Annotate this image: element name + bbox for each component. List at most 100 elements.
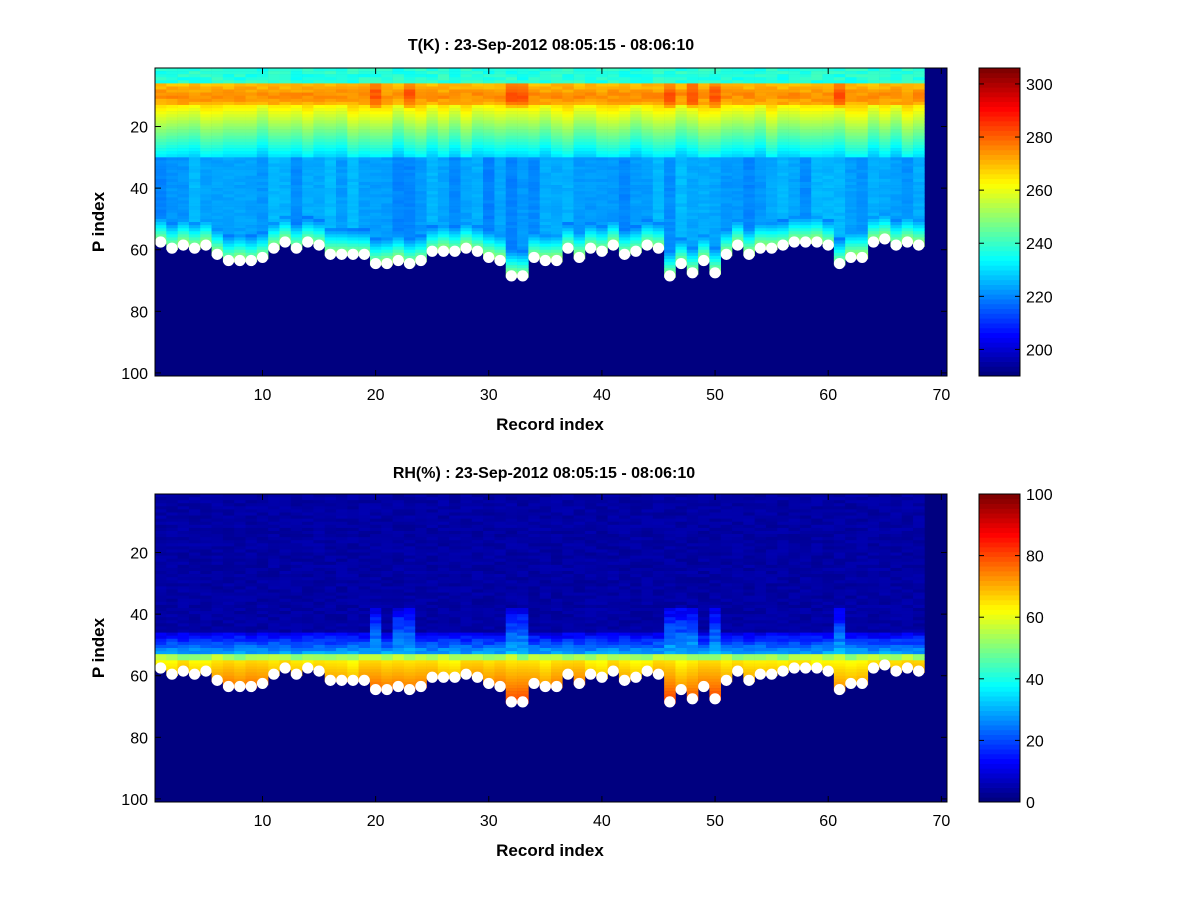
colorbar-swatch <box>979 222 1020 228</box>
heatmap-cell <box>268 607 280 612</box>
heatmap-cell <box>890 126 903 130</box>
heatmap-cell <box>743 86 755 90</box>
colorbar-swatch <box>979 231 1020 237</box>
heatmap-cell <box>494 77 507 81</box>
heatmap-cell <box>256 206 269 210</box>
heatmap-cell <box>222 500 235 504</box>
heatmap-cell <box>833 215 846 220</box>
heatmap-cell <box>188 95 201 100</box>
heatmap-cell <box>890 203 903 207</box>
heatmap-cell <box>200 237 212 241</box>
heatmap-cell <box>765 145 778 149</box>
heatmap-cell <box>551 240 563 244</box>
surface-marker <box>415 254 427 267</box>
heatmap-cell <box>268 160 280 164</box>
heatmap-cell <box>799 108 812 112</box>
heatmap-cell <box>686 104 699 109</box>
heatmap-cell <box>324 185 337 189</box>
heatmap-cell <box>200 98 212 103</box>
heatmap-cell <box>573 120 586 124</box>
heatmap-cell <box>573 169 586 174</box>
heatmap-cell <box>234 632 246 636</box>
heatmap-cell <box>765 212 778 217</box>
heatmap-cell <box>449 209 461 214</box>
colorbar-swatch <box>979 173 1020 180</box>
heatmap-cell <box>211 98 224 103</box>
heatmap-cell <box>618 95 631 100</box>
heatmap-cell <box>890 163 903 167</box>
heatmap-cell <box>279 95 292 100</box>
heatmap-cell <box>188 598 201 603</box>
heatmap-cell <box>449 80 461 84</box>
heatmap-cell <box>256 169 269 174</box>
heatmap-cell <box>596 92 608 97</box>
heatmap-cell <box>437 157 450 161</box>
colorbar-swatch <box>979 164 1020 170</box>
heatmap-cell <box>426 225 439 229</box>
heatmap-cell <box>222 166 235 170</box>
heatmap-cell <box>698 188 710 192</box>
heatmap-cell <box>562 126 574 130</box>
heatmap-cell <box>777 126 789 130</box>
heatmap-cell <box>494 89 507 93</box>
heatmap-cell <box>268 577 280 581</box>
heatmap-cell <box>449 197 461 201</box>
heatmap-cell <box>336 95 348 100</box>
heatmap-cell <box>777 138 789 143</box>
heatmap-cell <box>720 212 733 217</box>
heatmap-cell <box>483 191 495 195</box>
heatmap-cell <box>188 577 201 581</box>
heatmap-cell <box>392 157 405 161</box>
surface-marker <box>675 257 687 270</box>
heatmap-cell <box>517 104 529 109</box>
heatmap-cell <box>460 197 473 201</box>
heatmap-cell <box>324 145 337 149</box>
heatmap-cell <box>686 231 699 235</box>
heatmap-cell <box>268 178 280 183</box>
heatmap-cell <box>347 104 359 109</box>
heatmap-cell <box>652 80 665 84</box>
heatmap-cell <box>517 95 529 100</box>
heatmap-cell <box>256 577 269 581</box>
heatmap-cell <box>573 243 586 247</box>
temperature-plot-frame <box>154 67 948 377</box>
heatmap-cell <box>856 141 869 146</box>
heatmap-cell <box>867 95 880 100</box>
colorbar-swatch <box>979 241 1020 247</box>
temperature-colorbar-frame <box>978 67 1021 377</box>
heatmap-cell <box>765 98 778 103</box>
heatmap-cell <box>505 240 518 244</box>
heatmap-cell <box>901 200 914 204</box>
heatmap-cell <box>245 188 258 192</box>
surface-marker <box>754 242 766 254</box>
heatmap-cell <box>641 135 654 140</box>
heatmap-cell <box>483 231 495 235</box>
heatmap-cell <box>720 138 733 143</box>
heatmap-cell <box>539 225 552 229</box>
heatmap-cell <box>698 74 710 78</box>
heatmap-cell <box>517 175 529 180</box>
heatmap-cell <box>222 644 235 649</box>
heatmap-cell <box>709 252 722 257</box>
heatmap-cell <box>415 185 427 189</box>
heatmap-cell <box>256 644 269 649</box>
heatmap-cell <box>483 169 495 174</box>
heatmap-cell <box>211 561 224 566</box>
heatmap-cell <box>879 163 891 167</box>
heatmap-cell <box>177 586 190 590</box>
heatmap-cell <box>234 178 246 183</box>
heatmap-cell <box>754 212 767 217</box>
heatmap-cell <box>777 185 789 189</box>
heatmap-cell <box>403 178 416 183</box>
heatmap-cell <box>505 222 518 226</box>
heatmap-cell <box>720 80 733 84</box>
heatmap-cell <box>483 145 495 149</box>
heatmap-cell <box>709 234 722 238</box>
heatmap-cell <box>324 114 337 118</box>
heatmap-cell <box>324 246 337 251</box>
heatmap-cell <box>607 141 620 146</box>
heatmap-cell <box>505 145 518 149</box>
heatmap-cell <box>256 185 269 189</box>
heatmap-cell <box>245 521 258 526</box>
heatmap-cell <box>279 157 292 161</box>
